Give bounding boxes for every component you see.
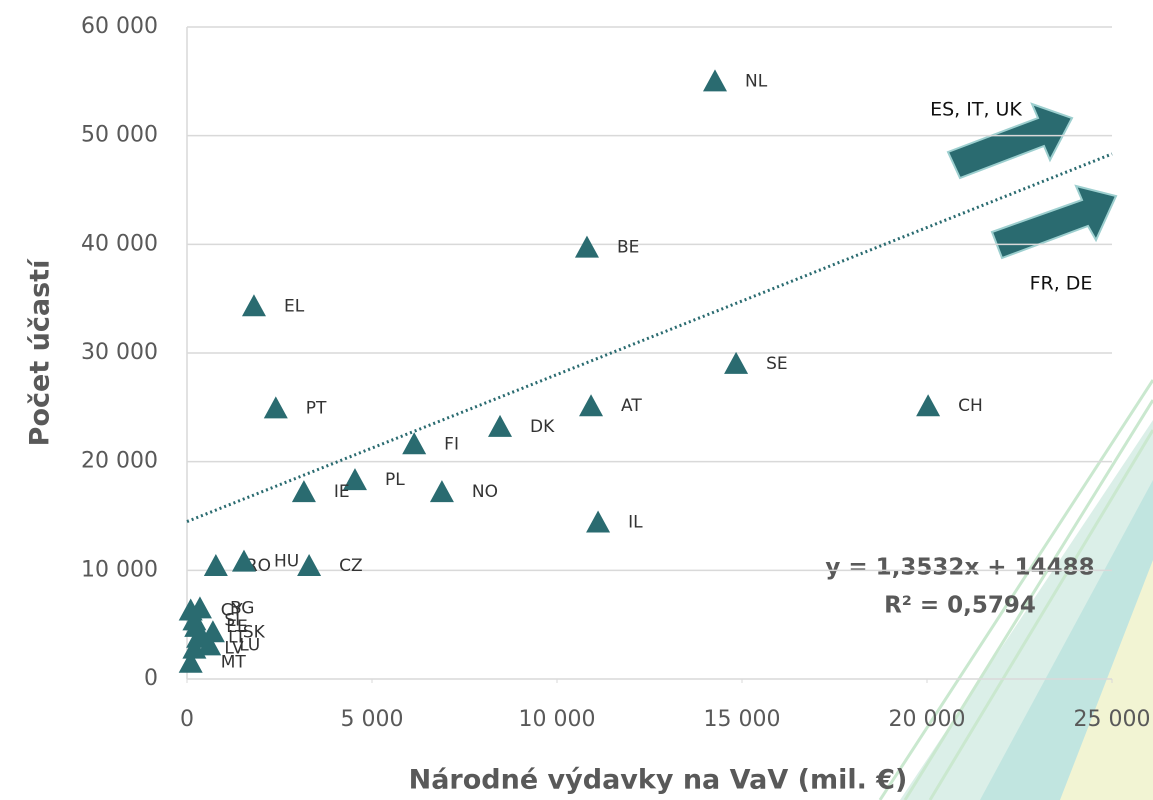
- point: [242, 294, 266, 316]
- y-tick-label: 20 000: [81, 449, 158, 474]
- point: [724, 352, 748, 374]
- point-label: MT: [221, 653, 247, 673]
- trend-equation: y = 1,3532x + 14488: [825, 555, 1094, 581]
- x-tick-label: 15 000: [704, 707, 781, 732]
- point-label: CZ: [339, 556, 363, 576]
- point: [575, 236, 599, 258]
- point-label: PT: [306, 398, 327, 418]
- x-axis-title: Národné výdavky na VaV (mil. €): [409, 765, 908, 796]
- x-tick-label: 10 000: [519, 707, 596, 732]
- x-tick-label: 0: [180, 707, 194, 732]
- point: [703, 69, 727, 91]
- decoration: [880, 380, 1153, 800]
- point-label: NL: [745, 71, 768, 91]
- point: [430, 480, 454, 502]
- annotation: FR, DE: [1030, 273, 1093, 295]
- point-label: CH: [958, 396, 983, 416]
- y-tick-label: 0: [144, 666, 158, 691]
- point-label: PL: [385, 470, 405, 490]
- point: [488, 415, 512, 437]
- point: [579, 394, 603, 416]
- chart: Počet účastí Národné výdavky na VaV (mil…: [0, 0, 1153, 800]
- point-label: DK: [530, 417, 555, 437]
- point-label: IE: [334, 482, 350, 502]
- point-label: SE: [766, 354, 788, 374]
- point: [264, 396, 288, 418]
- arrow: [992, 186, 1116, 258]
- point-label: IL: [628, 513, 643, 533]
- point-label: HU: [274, 552, 299, 572]
- annotation: ES, IT, UK: [930, 99, 1022, 121]
- y-tick-label: 40 000: [81, 231, 158, 256]
- trendline: [187, 154, 1112, 522]
- y-tick-label: 30 000: [81, 340, 158, 365]
- point: [204, 554, 228, 576]
- point-label: BE: [617, 238, 639, 258]
- x-tick-label: 20 000: [889, 707, 966, 732]
- point-label: FI: [444, 434, 459, 454]
- y-tick-label: 60 000: [81, 14, 158, 39]
- point: [586, 511, 610, 533]
- point-label: AT: [621, 396, 642, 416]
- point: [916, 394, 940, 416]
- y-axis-title: Počet účastí: [25, 258, 56, 446]
- point-label: NO: [472, 482, 498, 502]
- point: [292, 480, 316, 502]
- x-tick-label: 25 000: [1074, 707, 1151, 732]
- point: [297, 554, 321, 576]
- trend-r2: R² = 0,5794: [884, 593, 1036, 619]
- point-label: EL: [284, 296, 305, 316]
- y-tick-label: 50 000: [81, 123, 158, 148]
- x-tick-label: 5 000: [341, 707, 404, 732]
- y-tick-label: 10 000: [81, 557, 158, 582]
